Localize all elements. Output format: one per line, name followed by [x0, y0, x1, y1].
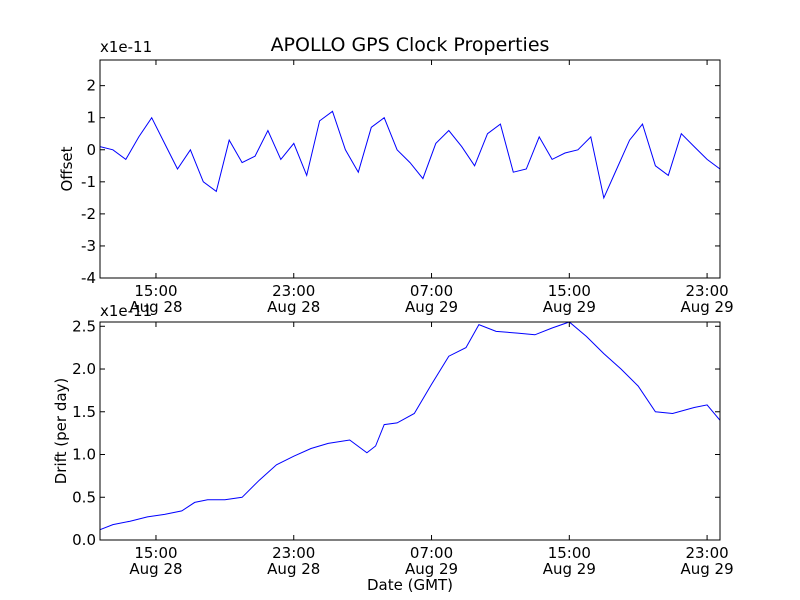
offset-series-line — [99, 110, 721, 200]
y-tick-label: -2 — [81, 205, 96, 223]
x-tick-date-label: Aug 29 — [681, 560, 734, 578]
x-tick-time-label: 15:00 — [548, 282, 591, 300]
x-tick-date-label: Aug 29 — [405, 298, 458, 316]
y-tick-label: -4 — [81, 269, 96, 287]
drift-y-axis-label: Drift (per day) — [52, 378, 70, 485]
x-tick-time-label: 15:00 — [134, 282, 177, 300]
x-tick-time-label: 07:00 — [410, 544, 453, 562]
x-tick-date-label: Aug 29 — [543, 560, 596, 578]
x-tick-time-label: 07:00 — [410, 282, 453, 300]
offset-y-axis-label: Offset — [58, 146, 76, 191]
x-tick-date-label: Aug 28 — [129, 298, 182, 316]
x-tick-date-label: Aug 29 — [681, 298, 734, 316]
drift-x-axis-label: Date (GMT) — [367, 576, 453, 594]
y-tick-label: 0 — [86, 141, 96, 159]
y-tick-label: -1 — [81, 173, 96, 191]
x-tick-date-label: Aug 28 — [267, 298, 320, 316]
drift-plot-frame — [99, 321, 721, 541]
drift-exponent-label: x1e-11 — [100, 302, 152, 320]
offset-exponent-label: x1e-11 — [100, 38, 152, 56]
y-tick-label: 2.0 — [72, 360, 96, 378]
x-tick-time-label: 15:00 — [134, 544, 177, 562]
y-tick-label: 0.5 — [72, 488, 96, 506]
y-tick-label: 0.0 — [72, 531, 96, 549]
drift-series-line — [99, 321, 721, 531]
x-tick-date-label: Aug 28 — [129, 560, 182, 578]
y-tick-label: 2.5 — [72, 317, 96, 335]
x-tick-date-label: Aug 29 — [405, 560, 458, 578]
x-tick-time-label: 23:00 — [272, 282, 315, 300]
y-tick-label: 1.5 — [72, 403, 96, 421]
x-tick-date-label: Aug 29 — [543, 298, 596, 316]
y-tick-label: 1.0 — [72, 446, 96, 464]
y-tick-label: 1 — [86, 109, 96, 127]
x-tick-time-label: 23:00 — [272, 544, 315, 562]
x-tick-date-label: Aug 28 — [267, 560, 320, 578]
offset-plot-frame — [99, 59, 721, 279]
x-tick-time-label: 23:00 — [685, 544, 728, 562]
chart-title: APOLLO GPS Clock Properties — [271, 34, 550, 56]
y-tick-label: -3 — [81, 237, 96, 255]
x-tick-time-label: 23:00 — [685, 282, 728, 300]
y-tick-label: 2 — [86, 77, 96, 95]
x-tick-time-label: 15:00 — [548, 544, 591, 562]
